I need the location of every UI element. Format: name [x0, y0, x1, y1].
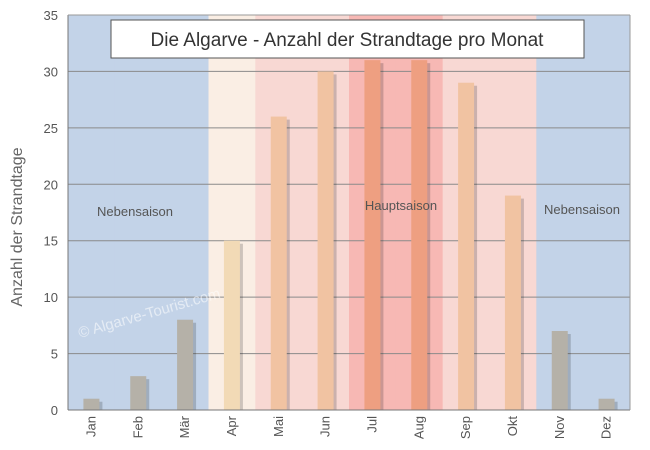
season-label-high: Hauptsaison [365, 198, 437, 213]
bar-jun [317, 71, 334, 410]
chart-title-box: Die Algarve - Anzahl der Strandtage pro … [110, 19, 585, 59]
season-label-low-left: Nebensaison [97, 204, 173, 219]
bar-aug [411, 60, 428, 411]
bar-sep [458, 82, 475, 410]
y-tick-label: 30 [44, 64, 58, 79]
season-bg-1 [68, 15, 116, 410]
x-tick-label: Sep [458, 416, 473, 439]
bar-apr [223, 240, 240, 410]
x-tick-label: Jul [364, 416, 379, 433]
x-tick-label: Nov [552, 416, 567, 440]
y-tick-label: 0 [51, 403, 58, 418]
season-bg-12 [583, 15, 631, 410]
y-tick-label: 20 [44, 177, 58, 192]
bars [83, 60, 618, 411]
chart-title: Die Algarve - Anzahl der Strandtage pro … [151, 30, 545, 51]
x-tick-label: Jun [318, 416, 333, 437]
x-tick-label: Okt [505, 416, 520, 437]
bar-mär [177, 319, 194, 410]
x-tick-label: Jan [83, 416, 98, 437]
season-bg-2 [114, 15, 163, 410]
season-label-low-right: Nebensaison [544, 202, 620, 217]
x-tick-label: Dez [599, 416, 614, 439]
x-tick-label: Mär [177, 415, 192, 438]
bar-okt [504, 195, 521, 410]
y-tick-label: 35 [44, 8, 58, 23]
y-tick-label: 25 [44, 121, 58, 136]
bar-nov [551, 331, 568, 410]
bar-jul [364, 60, 381, 411]
gridlines [68, 14, 630, 355]
x-tick-label: Apr [224, 415, 239, 436]
bar-dez [598, 398, 615, 410]
axes: 0 5 10 15 20 25 30 35 Jan Feb Mär Apr Mai Jun Jul Aug Se… [44, 8, 631, 440]
x-tick-label: Feb [130, 416, 145, 438]
x-tick-label: Mai [271, 416, 286, 437]
y-axis-label: Anzahl der Strandtage [9, 147, 26, 306]
bar-mai [270, 116, 287, 411]
y-tick-label: 15 [44, 234, 58, 249]
x-tick-label: Aug [411, 416, 426, 439]
y-tick-label: 10 [44, 290, 58, 305]
bar-jan [83, 398, 100, 410]
y-tick-label: 5 [51, 347, 58, 362]
bar-feb [130, 376, 147, 410]
